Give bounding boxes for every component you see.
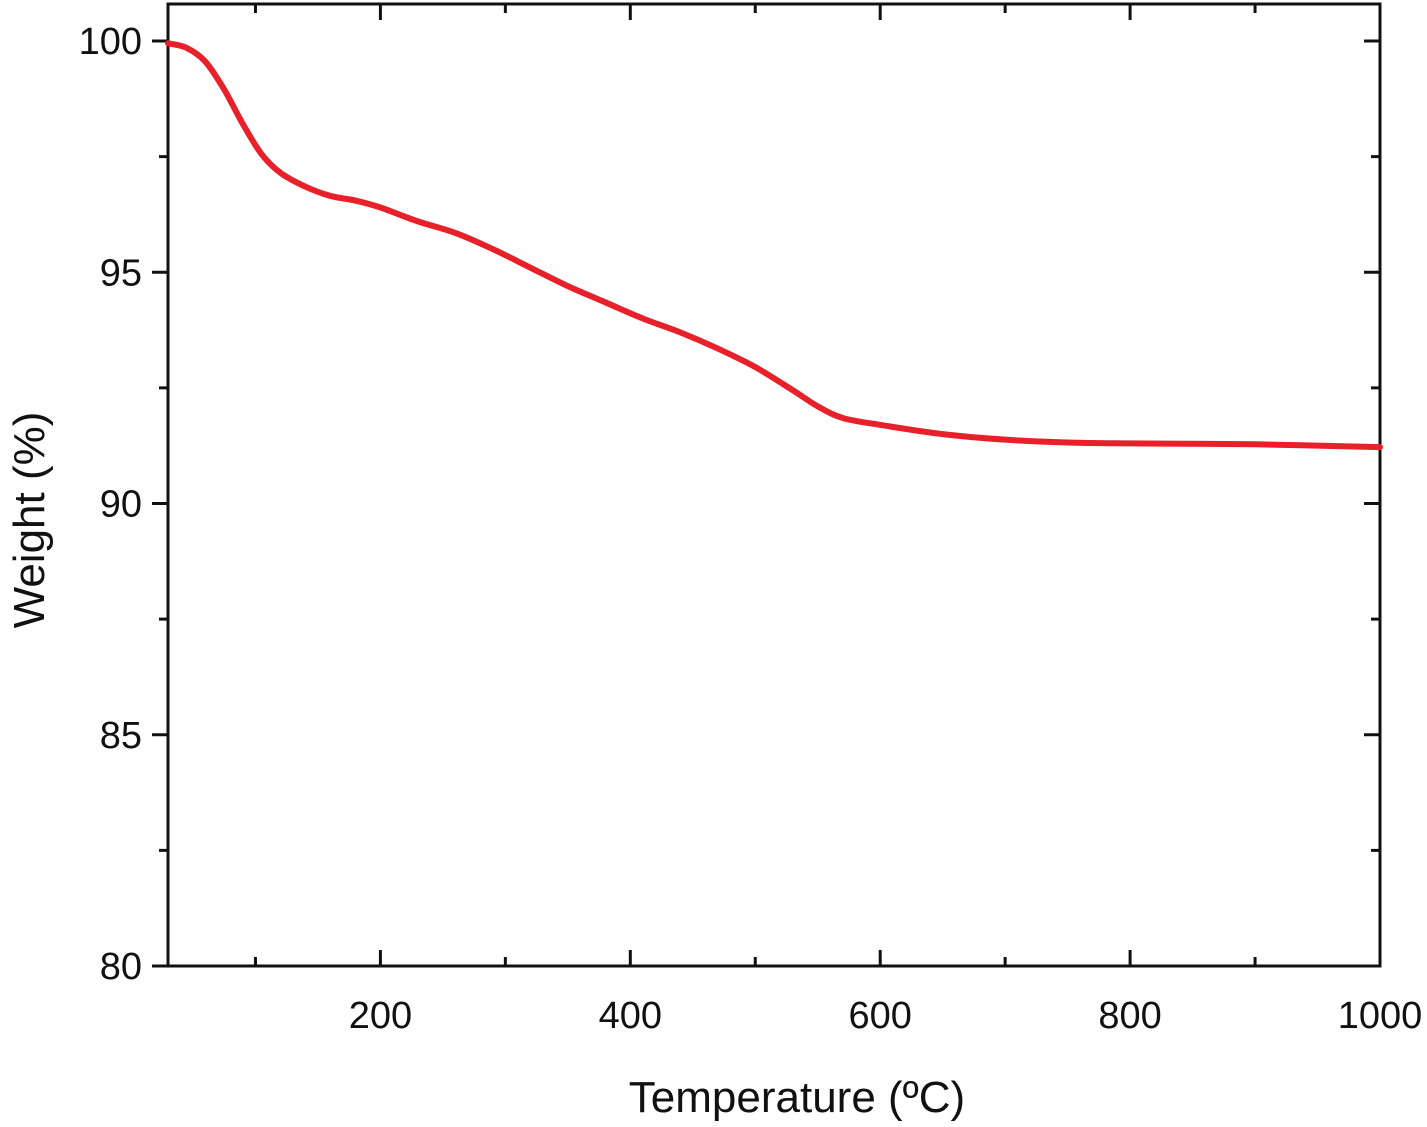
y-tick-label: 95 — [100, 252, 142, 294]
x-tick-label: 200 — [349, 995, 412, 1037]
plot-frame-layer — [166, 2, 1382, 968]
y-tick-label: 85 — [100, 715, 142, 757]
x-tick-label: 1000 — [1338, 995, 1423, 1037]
labels-layer: 200 400 600 800 1000 80 85 90 95 100 — [79, 21, 1423, 1037]
y-tick-label: 80 — [100, 946, 142, 988]
y-axis-title: Weight (%) — [5, 412, 54, 629]
y-tick-label: 100 — [79, 21, 142, 63]
weight-curve — [165, 40, 1383, 451]
ticks-layer — [152, 4, 1382, 968]
x-axis-title: Temperature (ºC) — [629, 1073, 965, 1122]
series-layer — [165, 40, 1383, 451]
x-tick-label: 400 — [599, 995, 662, 1037]
x-tick-label: 800 — [1098, 995, 1161, 1037]
y-tick-label: 90 — [100, 484, 142, 526]
plot-frame — [166, 2, 1382, 968]
x-tick-label: 600 — [849, 995, 912, 1037]
